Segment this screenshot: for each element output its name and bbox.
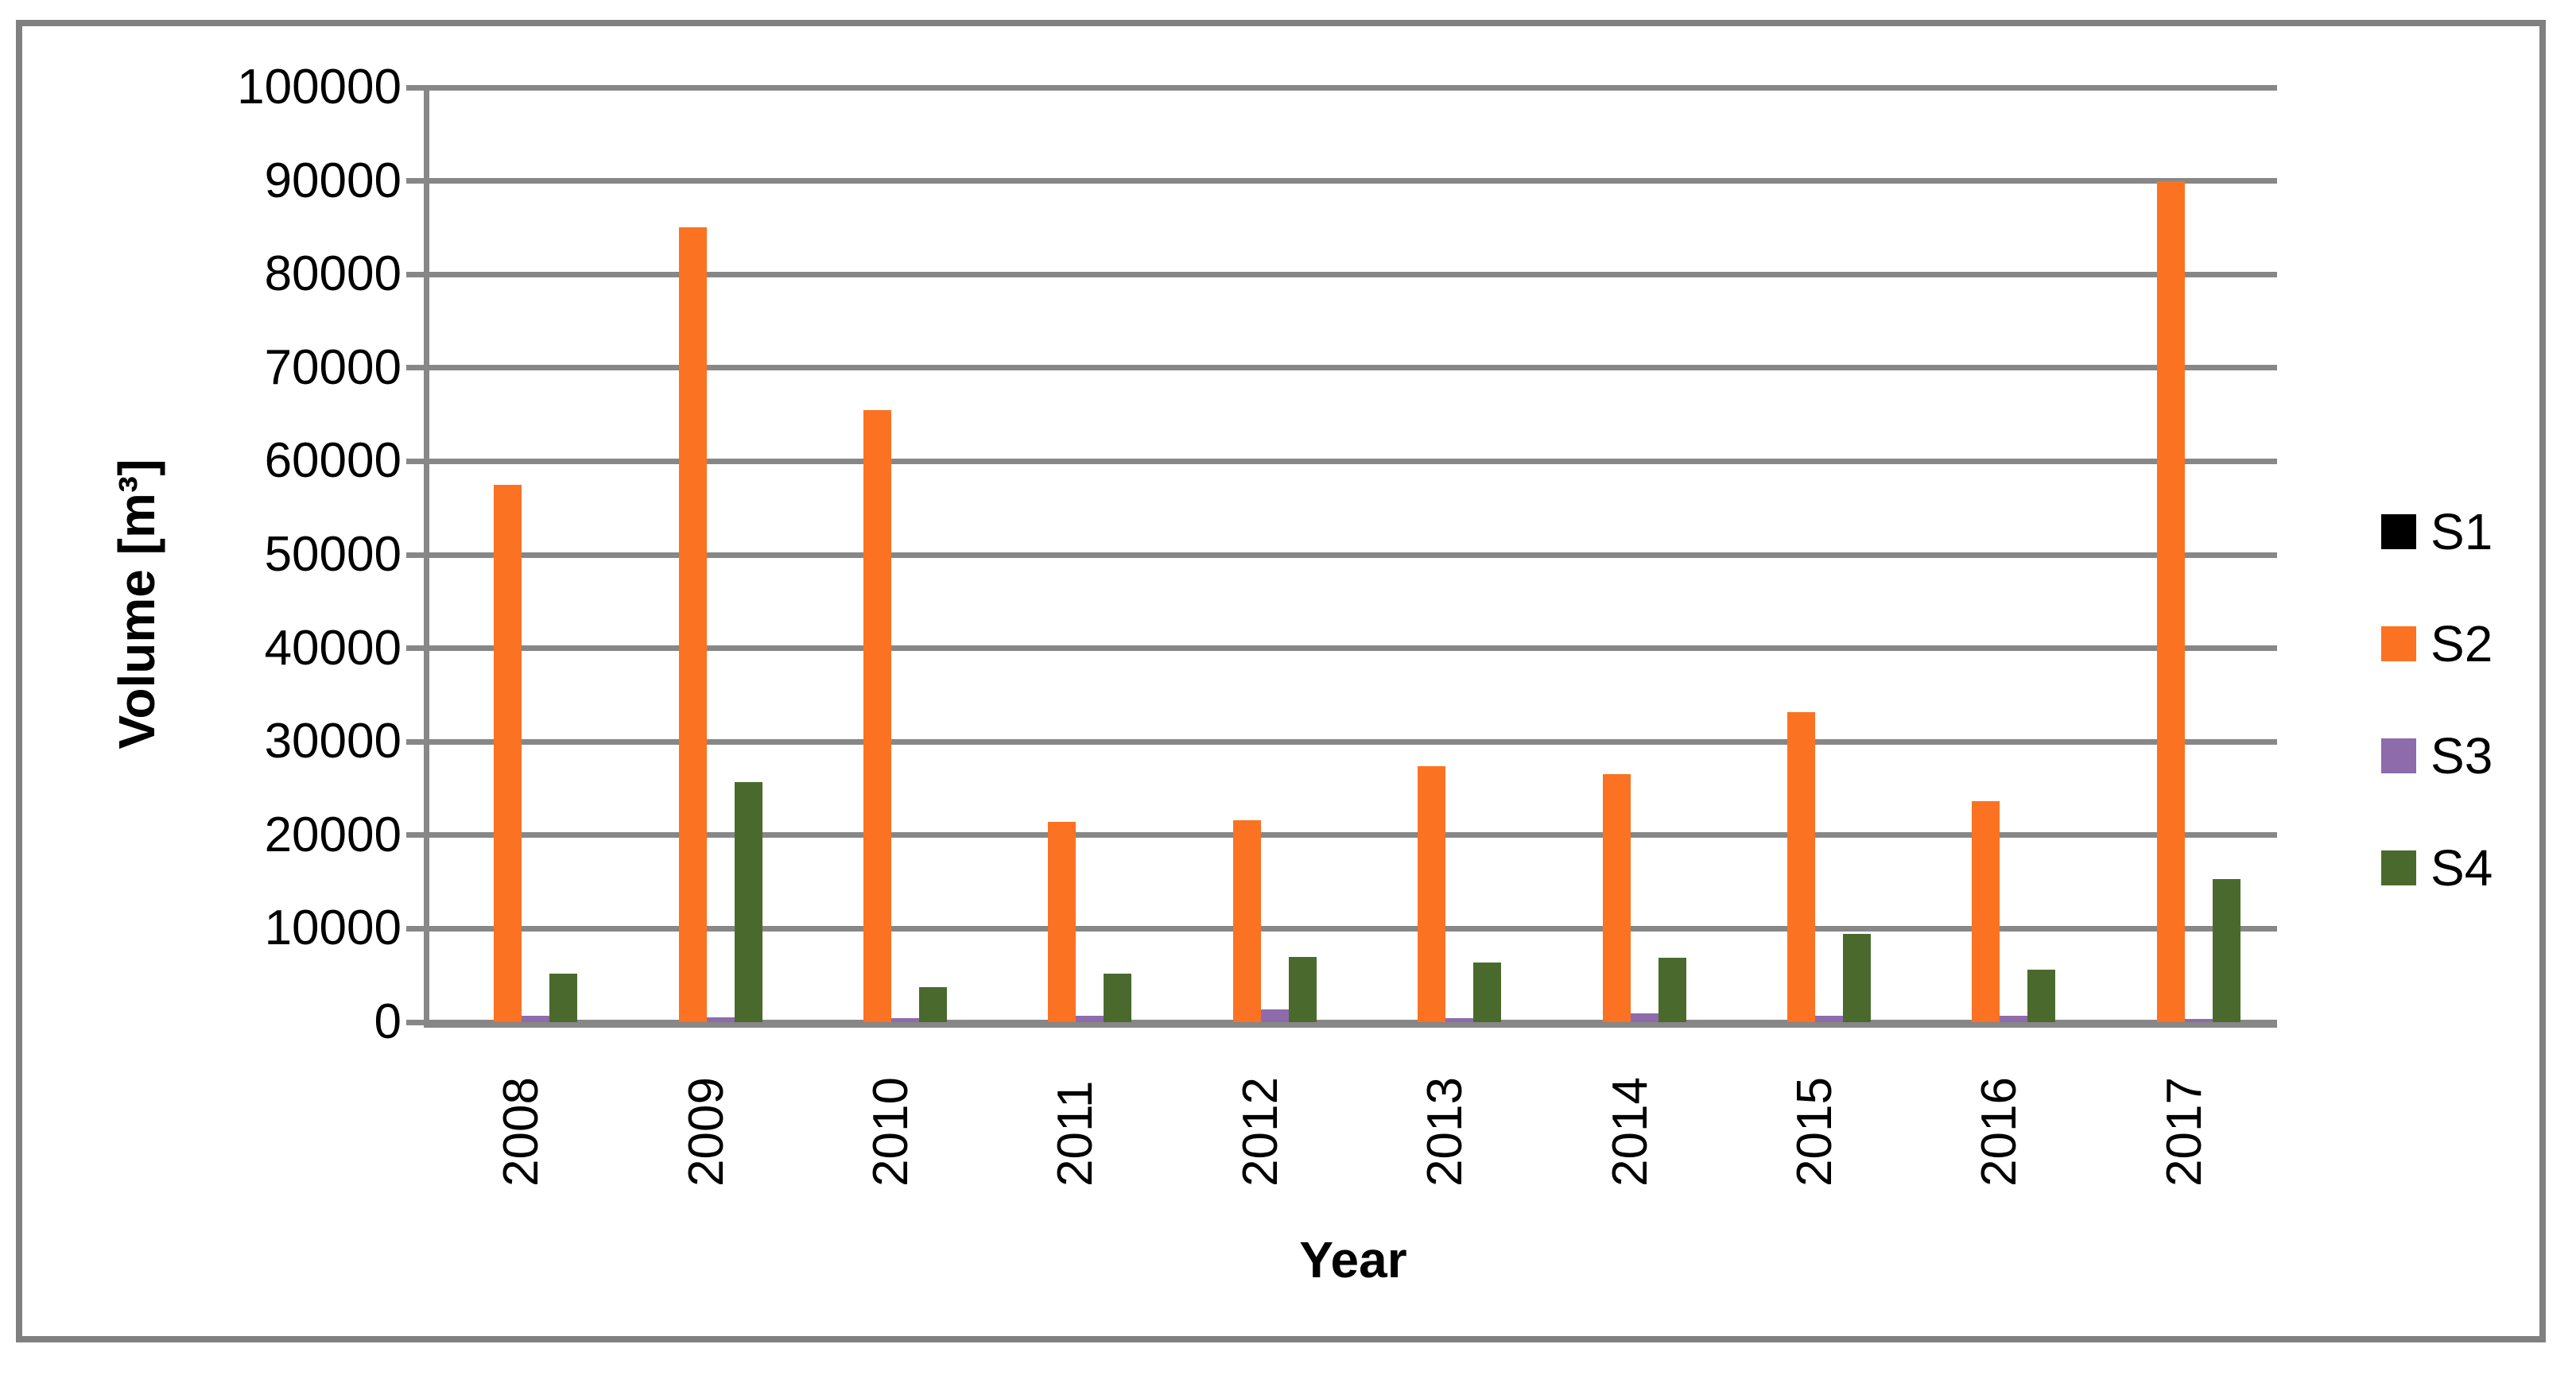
y-axis-tick-mark	[406, 832, 424, 839]
y-axis-line	[424, 87, 429, 1028]
bar-s3-2008	[522, 1015, 550, 1022]
bar-s3-2009	[706, 1017, 735, 1022]
gridline	[424, 365, 2277, 371]
bar-s4-2010	[919, 987, 947, 1022]
gridline	[424, 645, 2277, 652]
bar-s3-2016	[2000, 1015, 2028, 1022]
bar-s2-2013	[1418, 765, 1446, 1022]
x-axis-tick-label: 2015	[1787, 1077, 1842, 1187]
gridline	[424, 738, 2277, 745]
bar-s3-2012	[1260, 1009, 1289, 1022]
y-axis-tick-mark	[406, 271, 424, 277]
gridline	[424, 552, 2277, 558]
gridline	[424, 458, 2277, 464]
y-axis-title: Volume [m³]	[108, 459, 165, 750]
x-axis-title: Year	[1299, 1231, 1407, 1288]
gridline	[424, 271, 2277, 277]
y-axis-tick-mark	[406, 178, 424, 184]
bar-s2-2016	[1972, 801, 2000, 1022]
y-axis-tick-mark	[406, 1019, 424, 1025]
x-axis-tick-label: 2017	[2156, 1077, 2212, 1187]
bar-s4-2008	[549, 973, 578, 1022]
bar-s4-2016	[2027, 970, 2056, 1022]
x-axis-tick-label: 2016	[1972, 1077, 2027, 1187]
legend-swatch-s4	[2381, 850, 2416, 885]
bar-s2-2015	[1787, 711, 1815, 1022]
y-axis-tick-label: 10000	[264, 901, 402, 956]
x-axis-tick-label: 2014	[1602, 1077, 1658, 1187]
bar-s2-2014	[1602, 774, 1631, 1022]
bar-s3-2010	[891, 1018, 919, 1022]
bar-s4-2015	[1843, 934, 1871, 1022]
bar-s4-2011	[1104, 973, 1132, 1022]
legend-swatch-s2	[2381, 626, 2416, 661]
bar-s2-2017	[2156, 180, 2185, 1022]
bar-s2-2012	[1232, 819, 1261, 1022]
y-axis-tick-label: 50000	[264, 527, 402, 582]
y-axis-tick-label: 60000	[264, 433, 402, 489]
y-axis-tick-mark	[406, 458, 424, 464]
legend-swatch-s1	[2381, 514, 2416, 549]
bar-s3-2015	[1815, 1015, 1843, 1022]
bar-s2-2009	[678, 227, 707, 1022]
bar-s4-2017	[2212, 879, 2240, 1022]
legend-label: S2	[2431, 615, 2493, 672]
legend-label: S3	[2431, 727, 2493, 784]
bar-s3-2014	[1630, 1013, 1658, 1022]
bar-s4-2013	[1473, 962, 1502, 1022]
x-axis-tick-label: 2009	[678, 1077, 734, 1187]
legend-label: S4	[2431, 839, 2493, 897]
bar-s2-2008	[494, 484, 522, 1022]
bar-s4-2012	[1288, 956, 1317, 1022]
y-axis-tick-label: 20000	[264, 807, 402, 862]
y-axis-tick-label: 30000	[264, 714, 402, 769]
y-axis-tick-label: 0	[374, 994, 402, 1049]
gridline	[424, 178, 2277, 184]
gridline	[424, 925, 2277, 932]
y-axis-tick-label: 80000	[264, 246, 402, 302]
gridline	[424, 84, 2277, 91]
legend-label: S1	[2431, 503, 2493, 560]
bar-s3-2011	[1076, 1015, 1104, 1022]
legend-swatch-s3	[2381, 738, 2416, 773]
x-axis-tick-label: 2012	[1232, 1077, 1288, 1187]
y-axis-tick-mark	[406, 84, 424, 91]
y-axis-tick-mark	[406, 925, 424, 932]
y-axis-tick-mark	[406, 365, 424, 371]
x-axis-tick-label: 2008	[494, 1077, 549, 1187]
bar-s2-2011	[1048, 822, 1077, 1022]
y-axis-tick-label: 90000	[264, 153, 402, 208]
bar-s3-2013	[1445, 1018, 1474, 1022]
y-axis-tick-label: 100000	[237, 60, 402, 114]
x-axis-line	[424, 1022, 2277, 1028]
bar-s4-2014	[1658, 957, 1686, 1022]
y-axis-tick-label: 40000	[264, 620, 402, 676]
bar-s4-2009	[734, 781, 762, 1022]
y-axis-tick-mark	[406, 552, 424, 558]
y-axis-tick-mark	[406, 645, 424, 652]
y-axis-tick-label: 70000	[264, 339, 402, 395]
bar-s2-2010	[863, 409, 891, 1022]
y-axis-tick-mark	[406, 738, 424, 745]
x-axis-tick-label: 2013	[1418, 1077, 1473, 1187]
chart-border	[16, 20, 2546, 1342]
x-axis-tick-label: 2010	[863, 1077, 918, 1187]
x-axis-tick-label: 2011	[1048, 1080, 1104, 1187]
bar-s3-2017	[2184, 1019, 2213, 1022]
gridline	[424, 832, 2277, 839]
